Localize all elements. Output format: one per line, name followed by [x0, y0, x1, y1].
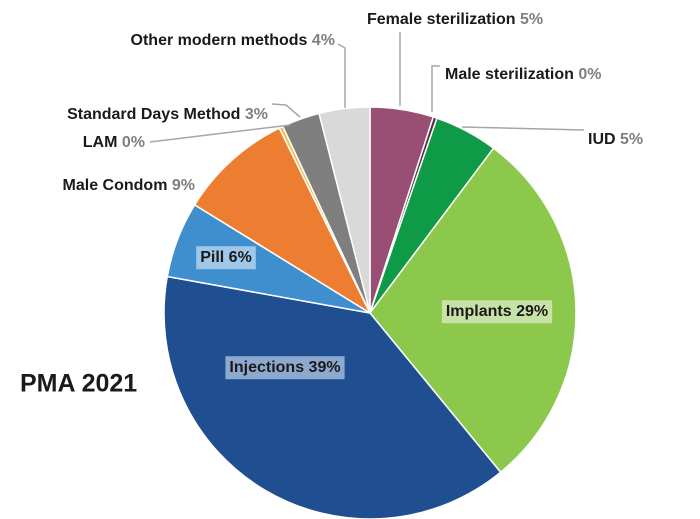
- slice-label-text: Male Condom 9%: [63, 177, 195, 194]
- slice-label: Female sterilization 5%: [367, 11, 543, 28]
- value-label: 39%: [309, 359, 341, 376]
- slice-label-text: Injections 39%: [229, 359, 340, 376]
- slice-label: Other modern methods 4%: [131, 32, 335, 49]
- value-label: 9%: [172, 177, 195, 194]
- leader-line: [337, 43, 346, 108]
- value-label: 0%: [578, 66, 601, 83]
- category-label: Other modern methods: [131, 32, 308, 49]
- slice-label-text: Implants 29%: [446, 303, 548, 320]
- category-label: Male Condom: [63, 177, 168, 194]
- slice-label-text: Standard Days Method 3%: [67, 106, 268, 123]
- slice-label: Male sterilization 0%: [445, 66, 602, 83]
- leader-line: [431, 65, 440, 112]
- slice-label-text: LAM 0%: [83, 134, 145, 151]
- slice-label: Standard Days Method 3%: [67, 106, 268, 123]
- slice-label: LAM 0%: [83, 134, 145, 151]
- value-label: 6%: [229, 249, 252, 266]
- label-box: [225, 356, 345, 380]
- value-label: 3%: [245, 106, 268, 123]
- value-label: 29%: [516, 303, 548, 320]
- category-label: Pill: [200, 249, 224, 266]
- slice-label: Injections 39%: [225, 356, 345, 380]
- slice-label: Male Condom 9%: [63, 177, 195, 194]
- slice-label-text: Male sterilization 0%: [445, 66, 602, 83]
- pie-slice: [318, 106, 371, 314]
- leader-line: [271, 103, 301, 118]
- label-box: [196, 246, 256, 270]
- value-label: 5%: [520, 11, 543, 28]
- category-label: Implants: [446, 303, 512, 320]
- category-label: Male sterilization: [445, 66, 574, 83]
- value-label: 5%: [620, 131, 643, 148]
- slice-label-text: Pill 6%: [200, 249, 252, 266]
- category-label: IUD: [588, 131, 616, 148]
- leader-line: [461, 126, 585, 131]
- slice-label-text: Other modern methods 4%: [131, 32, 335, 49]
- pie-slice: [163, 275, 502, 519]
- slice-label: IUD 5%: [588, 131, 643, 148]
- value-label: 0%: [122, 134, 145, 151]
- category-label: Female sterilization: [367, 11, 516, 28]
- slice-label: Implants 29%: [441, 300, 553, 324]
- category-label: LAM: [83, 134, 118, 151]
- value-label: 4%: [312, 32, 335, 49]
- pie-slice: [193, 127, 372, 316]
- chart-title: PMA 2021: [20, 370, 137, 398]
- category-label: Injections: [229, 359, 304, 376]
- slice-label-text: IUD 5%: [588, 131, 643, 148]
- slice-label-text: Female sterilization 5%: [367, 11, 543, 28]
- label-box: [441, 300, 553, 324]
- slice-label: Pill 6%: [196, 246, 256, 270]
- category-label: Standard Days Method: [67, 106, 240, 123]
- leader-line: [149, 124, 291, 143]
